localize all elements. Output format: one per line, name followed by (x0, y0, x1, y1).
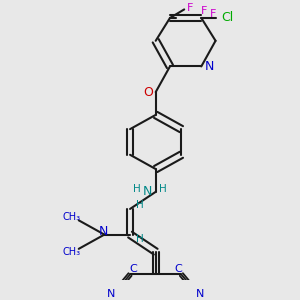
Text: N: N (196, 290, 204, 299)
Text: F: F (209, 9, 216, 19)
Text: CH₃: CH₃ (63, 212, 81, 223)
Text: F: F (201, 6, 207, 16)
Text: O: O (144, 85, 154, 99)
Text: N: N (98, 225, 108, 238)
Text: C: C (129, 264, 137, 274)
Text: H: H (159, 184, 167, 194)
Text: Cl: Cl (221, 11, 233, 25)
Text: H: H (136, 234, 144, 244)
Text: C: C (175, 264, 182, 274)
Text: F: F (187, 3, 193, 13)
Text: N: N (142, 185, 152, 198)
Text: N: N (107, 290, 116, 299)
Text: H: H (136, 200, 144, 210)
Text: CH₃: CH₃ (63, 247, 81, 257)
Text: H: H (133, 184, 141, 194)
Text: N: N (205, 60, 214, 73)
